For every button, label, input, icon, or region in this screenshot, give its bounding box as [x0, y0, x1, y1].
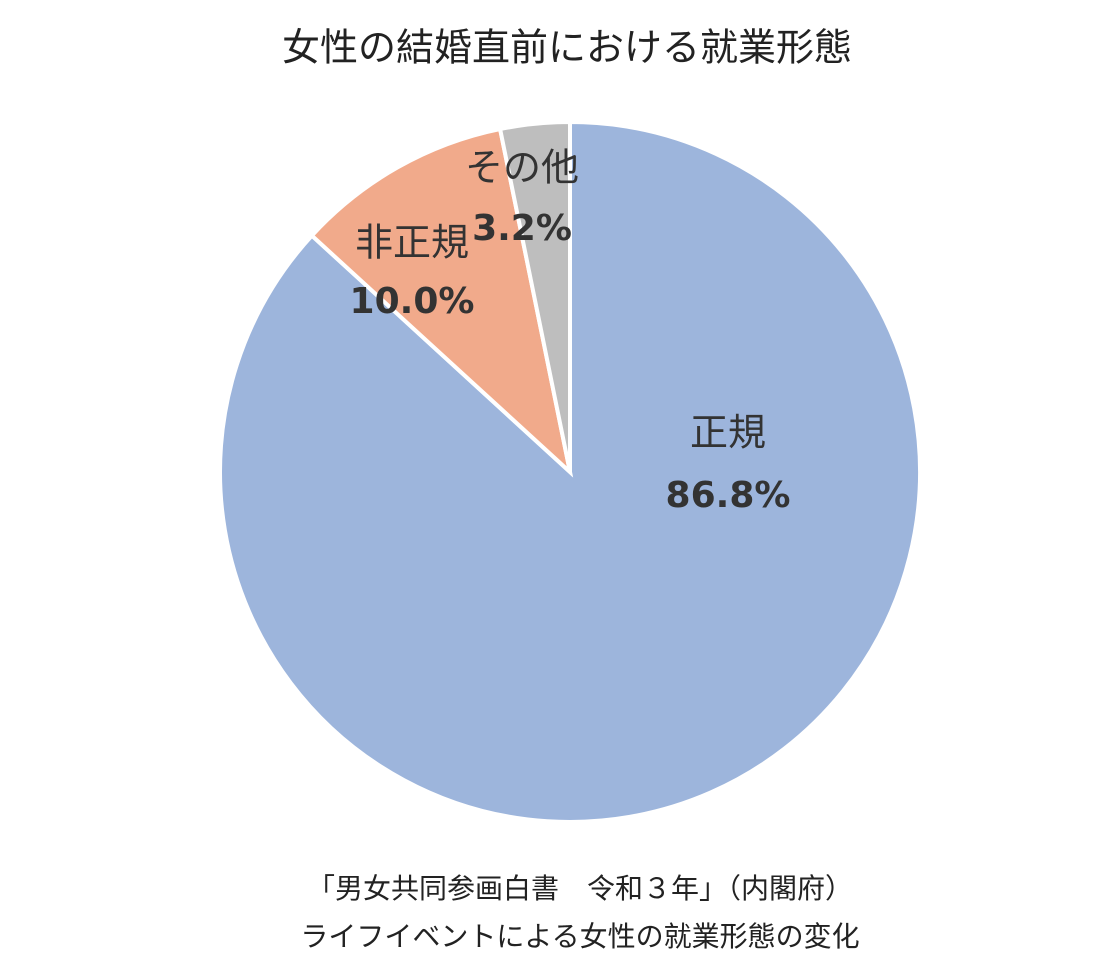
value-label: 86.8% — [666, 475, 791, 516]
source-line: 「男女共同参画白書 令和３年」（内閣府） — [307, 872, 853, 905]
slice-label: 非正規 — [355, 221, 469, 265]
chart-title: 女性の結婚直前における就業形態 — [282, 26, 852, 70]
pie-slice — [309, 126, 574, 478]
slice-label: 正規 — [690, 411, 766, 455]
value-label: 3.2% — [472, 208, 572, 249]
source-line: ライフイベントによる女性の就業形態の変化 — [300, 920, 859, 953]
value-label: 10.0% — [350, 281, 475, 322]
pie-slice — [497, 119, 572, 473]
slice-label: その他 — [465, 146, 579, 190]
